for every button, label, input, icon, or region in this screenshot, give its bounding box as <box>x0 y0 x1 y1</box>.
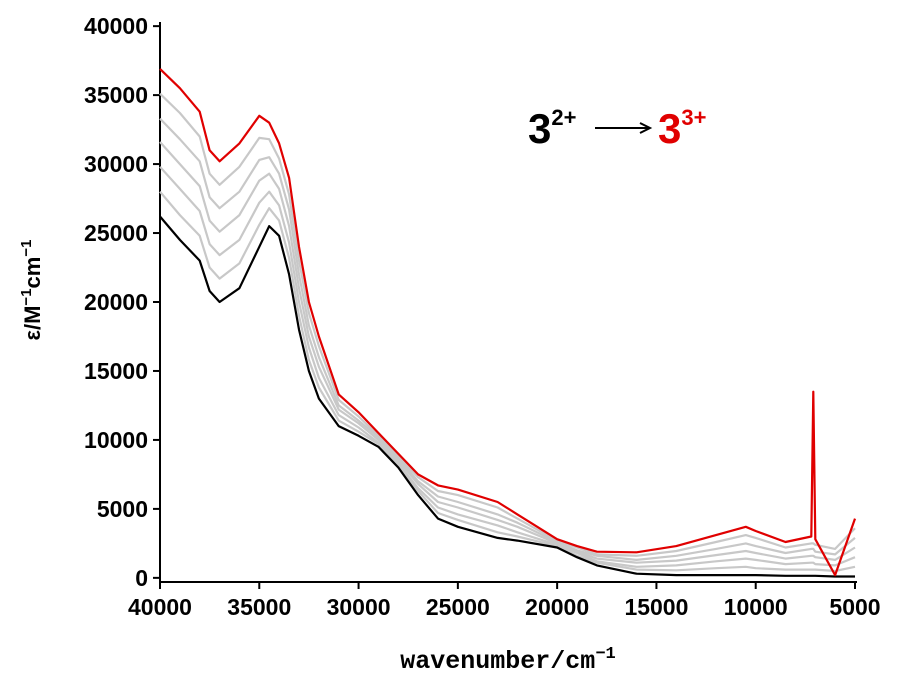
x-tick-label: 10000 <box>724 594 788 620</box>
y-title-sup: −1 <box>18 288 35 305</box>
annotation: 32+ 33+ <box>528 105 706 152</box>
x-tick-label: 15000 <box>624 594 688 620</box>
y-tick-label: 20000 <box>84 289 148 315</box>
x-tick-label: 5000 <box>829 594 880 620</box>
x-title-text: wavenumber/cm <box>400 647 595 676</box>
annotation-text: 3 <box>658 105 681 152</box>
y-tick-label: 25000 <box>84 220 148 246</box>
annotation-text: 3 <box>528 105 551 152</box>
y-title-part: ε/M <box>20 306 45 341</box>
x-tick-label: 30000 <box>327 594 391 620</box>
series-line <box>159 166 856 568</box>
y-tick-label: 40000 <box>84 13 148 39</box>
x-axis-title: wavenumber/cm−1 <box>400 645 615 676</box>
y-title-part: cm <box>20 257 45 289</box>
y-tick-label: 30000 <box>84 151 148 177</box>
plot-area: 0500010000150002000025000300003500040000… <box>84 13 881 620</box>
y-tick-label: 10000 <box>84 427 148 453</box>
y-tick-label: 35000 <box>84 82 148 108</box>
y-tick-label: 0 <box>135 565 148 591</box>
series-line <box>159 141 856 564</box>
y-axis-title: ε/M−1cm−1 <box>18 240 45 341</box>
series-line <box>159 190 856 573</box>
x-title-sup: −1 <box>595 645 615 664</box>
annotation-arrowhead <box>639 122 653 134</box>
y-title-sup: −1 <box>18 240 35 257</box>
annotation-from: 32+ <box>528 105 576 152</box>
x-tick-label: 20000 <box>525 594 589 620</box>
annotation-to: 33+ <box>658 105 706 152</box>
series-line <box>159 92 856 557</box>
x-tick-label: 35000 <box>227 594 291 620</box>
series-line <box>159 215 855 578</box>
annotation-sup: 3+ <box>681 105 706 130</box>
x-tick-label: 25000 <box>426 594 490 620</box>
y-tick-label: 15000 <box>84 358 148 384</box>
series-line <box>159 117 856 561</box>
y-tick-label: 5000 <box>97 496 148 522</box>
series-line <box>159 68 857 577</box>
x-tick-label: 40000 <box>128 594 192 620</box>
annotation-sup: 2+ <box>551 105 576 130</box>
